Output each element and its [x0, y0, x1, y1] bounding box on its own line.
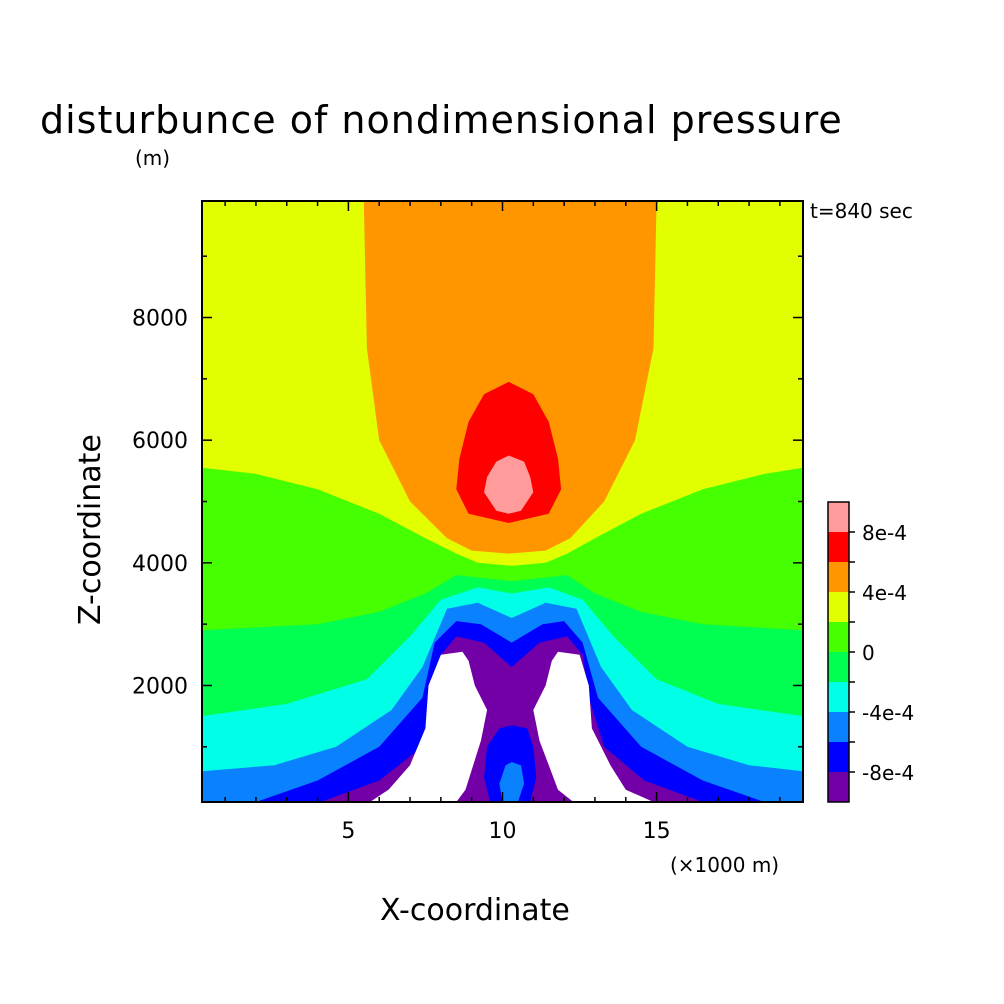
contour-region-3: [363, 201, 657, 554]
contour-field: [202, 201, 803, 802]
y-tick-label: 4000: [132, 552, 188, 577]
contour-region-13: [499, 762, 525, 802]
colorbar-label: 4e-4: [862, 581, 907, 605]
colorbar-swatch: [828, 682, 849, 712]
y-axis-unit: (m): [135, 146, 170, 170]
contour-region-4: [456, 381, 562, 523]
contour-region-10: [370, 651, 488, 802]
colorbar-label: -8e-4: [862, 761, 914, 785]
contour-region-5: [484, 455, 534, 514]
colorbar-swatch: [828, 742, 849, 772]
colorbar-swatch: [828, 712, 849, 742]
colorbar-swatch: [828, 502, 849, 532]
x-tick-label: 10: [489, 819, 517, 844]
time-label: t=840 sec: [810, 199, 913, 223]
y-tick-label: 6000: [132, 429, 188, 454]
colorbar-swatch: [828, 592, 849, 622]
y-tick-label: 8000: [132, 307, 188, 332]
colorbar-label: -4e-4: [862, 701, 914, 725]
contour-region-11: [533, 651, 654, 802]
x-axis-unit: (×1000 m): [670, 853, 779, 877]
y-axis-label: Z-coordinate: [73, 434, 108, 625]
colorbar-swatch: [828, 622, 849, 652]
colorbar: 8e-4 4e-4 0 -4e-4 -8e-4: [827, 501, 914, 803]
chart-title: disturbunce of nondimensional pressure: [40, 98, 843, 142]
axis-ticks: 5 10 15 2000 4000 6000 8000: [132, 201, 803, 844]
x-tick-label: 15: [643, 819, 671, 844]
colorbar-swatch: [828, 562, 849, 592]
colorbar-swatch: [828, 652, 849, 682]
colorbar-swatch: [828, 532, 849, 562]
colorbar-label: 0: [862, 641, 875, 665]
colorbar-label: 8e-4: [862, 521, 907, 545]
x-tick-label: 5: [341, 819, 355, 844]
colorbar-swatch: [828, 772, 849, 802]
y-tick-label: 2000: [132, 674, 188, 699]
x-axis-label: X-coordinate: [380, 893, 570, 928]
